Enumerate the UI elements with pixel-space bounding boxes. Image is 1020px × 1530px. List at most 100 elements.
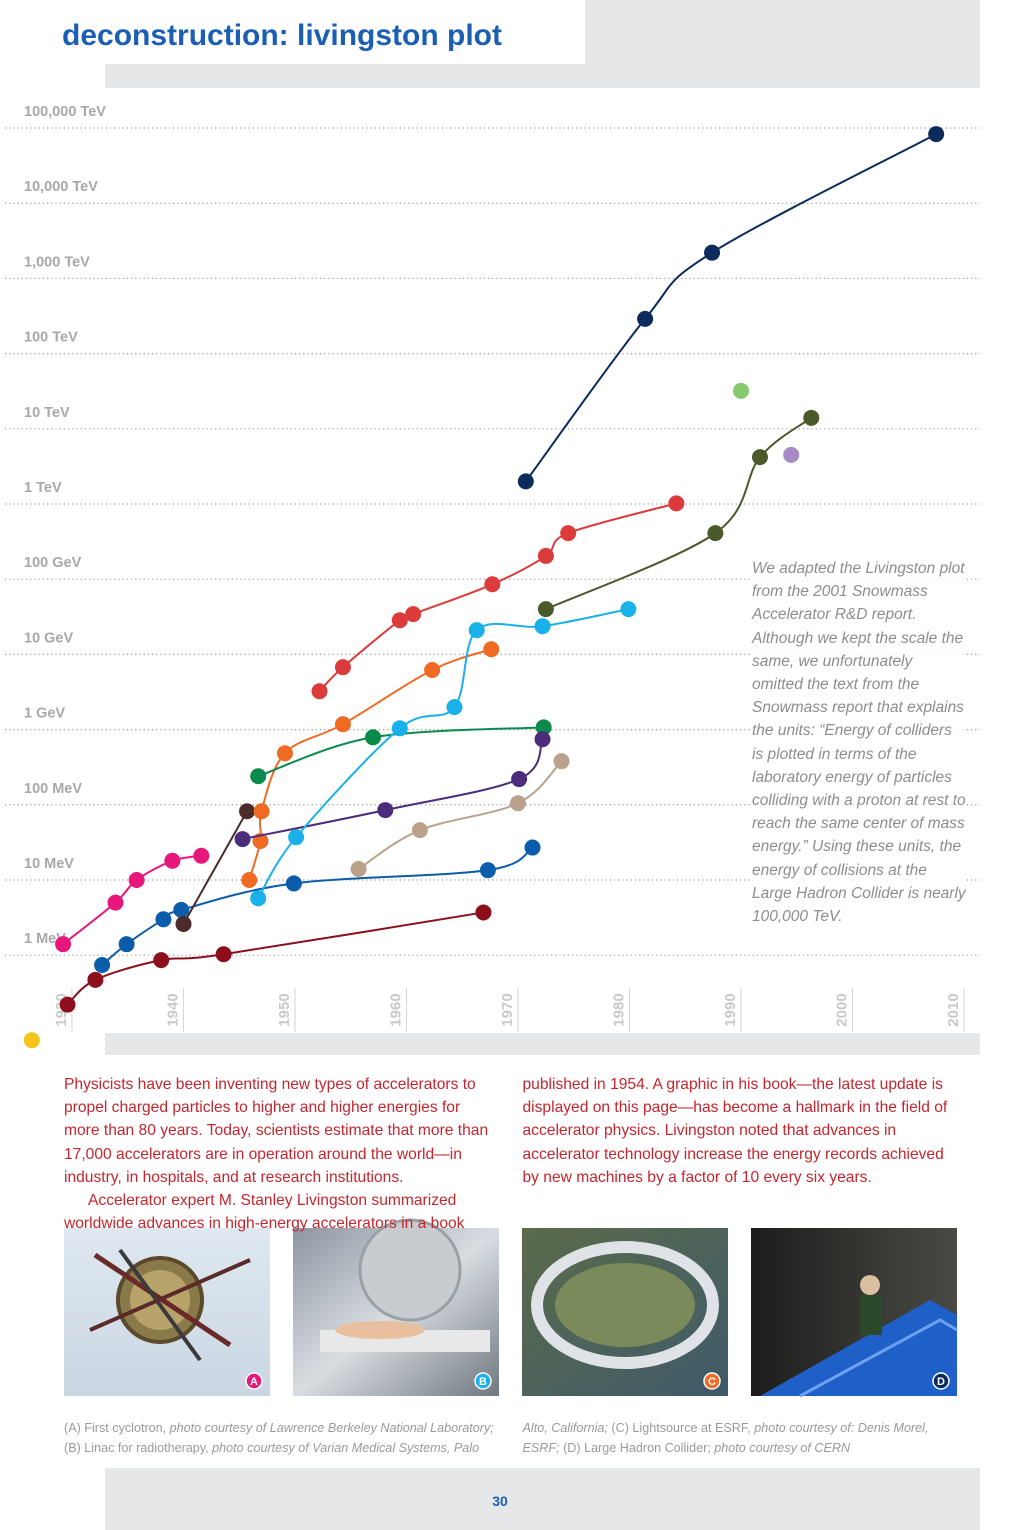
- data-point: [175, 915, 192, 932]
- data-point: [560, 525, 577, 542]
- photo-badge-letter: B: [479, 1376, 487, 1388]
- badges: A B C D: [245, 1372, 950, 1390]
- photo-badge: [932, 1372, 950, 1390]
- data-point: [534, 618, 551, 635]
- data-point: [285, 875, 302, 892]
- caption-segment: photo courtesy of: Denis Morel, ESRF;: [522, 1421, 929, 1455]
- data-point: [468, 622, 485, 639]
- data-point: [365, 729, 382, 746]
- data-point: [637, 310, 654, 327]
- x-tick-label: 1970: [499, 993, 516, 1026]
- data-point: [173, 901, 190, 918]
- data-point: [311, 683, 328, 700]
- data-point: [511, 771, 528, 788]
- title-box: [0, 0, 585, 64]
- data-point: [537, 547, 554, 564]
- data-point: [553, 753, 570, 770]
- x-tick-label: 2000: [833, 993, 850, 1026]
- data-point: [107, 894, 124, 911]
- data-point: [517, 473, 534, 490]
- x-tick-label: 1960: [387, 993, 404, 1026]
- data-point: [250, 768, 267, 785]
- data-point: [87, 971, 104, 988]
- data-point: [704, 244, 721, 261]
- photo-c: [522, 1228, 728, 1396]
- series-line: [545, 417, 812, 611]
- x-axis-band: [40, 985, 970, 1033]
- data-point: [193, 847, 210, 864]
- photo-d: [751, 1228, 958, 1398]
- page-number: 30: [492, 1493, 508, 1509]
- series-line: [242, 738, 544, 841]
- data-point: [153, 952, 170, 969]
- data-point: [405, 606, 422, 623]
- x-tick-label: 1940: [164, 993, 181, 1026]
- caption-segment: (B) Linac for radiotherapy,: [64, 1441, 213, 1455]
- x-tick-label: 1950: [276, 993, 293, 1026]
- data-point: [483, 641, 500, 658]
- data-point: [241, 871, 258, 888]
- photo-badge: [474, 1372, 492, 1390]
- data-point: [253, 803, 270, 820]
- caption-segment: (A) First cyclotron,: [64, 1421, 170, 1435]
- data-point: [276, 745, 293, 762]
- data-point: [446, 699, 463, 716]
- photo-b: [293, 1218, 499, 1396]
- data-point: [733, 382, 750, 399]
- series-line: [358, 760, 563, 870]
- body-text: Physicists have been inventing new types…: [64, 1073, 957, 1235]
- data-point: [334, 659, 351, 676]
- y-tick-label: 100 GeV: [24, 555, 82, 571]
- data-point: [55, 936, 72, 953]
- data-point: [668, 495, 685, 512]
- data-point: [620, 601, 637, 618]
- photo-badge-letter: A: [250, 1376, 258, 1388]
- data-point: [524, 839, 541, 856]
- data-point: [164, 852, 181, 869]
- data-point: [707, 525, 724, 542]
- caption-segment: photo courtesy of Varian Medical Systems…: [212, 1421, 608, 1455]
- data-point: [239, 803, 256, 820]
- data-point: [928, 126, 945, 143]
- data-point: [803, 409, 820, 426]
- data-point: [391, 720, 408, 737]
- data-point: [751, 449, 768, 466]
- x-tick-label: 1990: [722, 993, 739, 1026]
- chart-annotation: We adapted the Livingston plot from the …: [752, 557, 967, 929]
- caption-segment: (D) Large Hadron Collider;: [559, 1441, 715, 1455]
- data-point: [391, 612, 408, 629]
- data-point: [215, 946, 232, 963]
- y-tick-label: 100,000 TeV: [24, 104, 106, 120]
- data-point: [377, 802, 394, 819]
- x-tick-label: 2010: [945, 993, 962, 1026]
- x-tick-label: 1980: [610, 993, 627, 1026]
- photo-a: [64, 1228, 270, 1396]
- page-title: deconstruction: livingston plot: [62, 19, 502, 52]
- caption-segment: photo courtesy of CERN: [714, 1441, 851, 1455]
- data-point: [23, 1032, 40, 1049]
- y-tick-label: 1 TeV: [24, 480, 62, 496]
- data-point: [424, 662, 441, 679]
- caption-segment: photo courtesy of Lawrence Berkeley Nati…: [169, 1421, 494, 1435]
- data-point: [411, 822, 428, 839]
- data-point: [288, 829, 305, 846]
- data-point: [535, 719, 552, 736]
- photo-caption: (A) First cyclotron, photo courtesy of L…: [64, 1418, 957, 1458]
- photo-badge: [245, 1372, 263, 1390]
- photo-badge-letter: D: [937, 1376, 945, 1388]
- data-point: [94, 957, 111, 974]
- data-point: [534, 731, 551, 748]
- paragraph: Physicists have been inventing new types…: [64, 1076, 489, 1186]
- data-point: [350, 860, 367, 877]
- data-point: [537, 601, 554, 618]
- data-point: [484, 576, 501, 593]
- data-point: [250, 890, 267, 907]
- paragraph: Accelerator expert M. Stanley Livingston…: [64, 1076, 948, 1233]
- data-point: [783, 446, 800, 463]
- y-tick-label: 100 MeV: [24, 781, 82, 797]
- data-point: [118, 936, 135, 953]
- y-tick-label: 1,000 TeV: [24, 254, 90, 270]
- y-tick-label: 1 GeV: [24, 706, 65, 722]
